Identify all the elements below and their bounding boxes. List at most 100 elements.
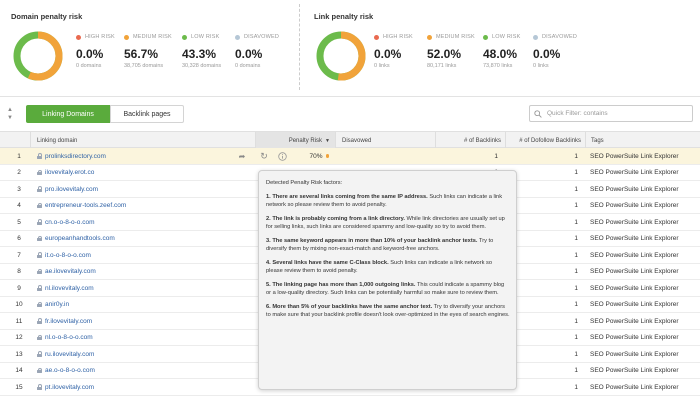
lock-icon [37,367,43,374]
tooltip-risk-factor: 1. There are several links coming from t… [266,194,503,208]
row-number: 13 [15,350,23,358]
metric-value: 56.7% [124,47,159,61]
linking-domain-cell[interactable]: prolinksdirectory.com [37,148,237,164]
lock-icon [37,169,43,176]
metric-count: 73,870 links [483,63,513,69]
tags-cell: SEO PowerSuite Link Explorer [590,317,679,325]
linking-domain-cell[interactable]: ilovevitaly.erot.co [37,165,237,181]
row-number: 11 [15,317,23,325]
metric-value: 0.0% [235,47,263,61]
linking-domain-cell[interactable]: pro.ilovevitaly.com [37,181,237,197]
tags-cell: SEO PowerSuite Link Explorer [590,169,679,176]
domain-penalty-risk-panel: Domain penalty risk HIGH RISK 0.0% 0 dom… [0,0,297,92]
linking-domain-cell[interactable]: fr.ilovevitaly.com [37,313,237,329]
search-icon [534,109,542,118]
low-risk-dot-icon [182,34,187,40]
share-arrow-icon[interactable]: ➦ [238,151,246,161]
linking-domain-cell[interactable]: cn.o-o-8-o-o.com [37,214,237,230]
linking-domain-cell[interactable]: pt.ilovevitaly.com [37,379,237,395]
row-number: 3 [17,185,21,193]
lock-icon [37,268,43,275]
metric-value: 43.3% [182,47,217,61]
column-header-linking-domain[interactable]: Linking domain [30,132,255,149]
dofollow-backlinks-cell: 1 [574,268,578,275]
row-number: 5 [17,218,21,226]
quick-filter[interactable] [529,105,693,122]
high-risk-dot-icon [374,34,379,40]
backlinks-cell: 1 [494,152,498,160]
column-header-penalty-risk[interactable]: Penalty Risk ▼ [255,132,335,149]
low-risk-dot-icon [483,34,488,40]
high-risk-dot-icon [76,34,81,40]
quick-filter-input[interactable] [547,110,687,117]
linking-domain-cell[interactable]: nl.ilovevitaly.com [37,280,237,296]
row-number: 10 [15,301,23,308]
lock-icon [37,235,43,242]
info-icon[interactable] [276,150,288,162]
dofollow-backlinks-cell: 1 [574,301,578,308]
tags-cell: SEO PowerSuite Link Explorer [590,334,679,341]
linking-domain-cell[interactable]: europeanhandtools.com [37,231,237,247]
penalty-risk-tooltip: Detected Penalty Risk factors: 1. There … [258,170,517,390]
metric-disavowed: DISAVOWED 0.0% 0 domains [235,34,295,69]
domain-penalty-risk-title: Domain penalty risk [11,12,83,21]
refresh-icon[interactable]: ↻ [260,150,268,161]
dofollow-backlinks-cell: 1 [574,185,578,193]
lock-icon [37,384,43,390]
column-header-tags[interactable]: Tags [585,132,700,149]
dofollow-backlinks-cell: 1 [574,334,578,341]
medium-risk-dot-icon [325,154,329,158]
row-number: 12 [15,334,23,341]
section-divider [0,96,700,97]
lock-icon [37,334,43,341]
disavowed-dot-icon [533,34,538,40]
metric-high-risk: HIGH RISK 0.0% 0 domains [76,34,136,69]
column-header-backlinks[interactable]: # of Backlinks [435,132,505,149]
linking-domain-cell[interactable]: nl.o-o-8-o-o.com [37,330,237,346]
lock-icon [37,318,43,324]
table-row[interactable]: 1 prolinksdirectory.com ➦ ↻ 70% 1 1 SEO PowerSu… [0,148,700,165]
linking-domain-cell[interactable]: ae.o-o-8-o-o.com [37,363,237,379]
tags-cell: SEO PowerSuite Link Explorer [590,251,679,259]
dofollow-backlinks-cell: 1 [574,251,578,259]
link-risk-donut-chart [316,31,366,81]
tab-backlink-pages[interactable]: Backlink pages [110,105,184,123]
tab-linking-domains[interactable]: Linking Domains [26,105,110,123]
lock-icon [37,351,43,357]
dofollow-backlinks-cell: 1 [574,317,578,325]
domain-risk-donut-chart [13,31,63,81]
column-header-disavowed[interactable]: Disavowed [335,132,435,149]
lock-icon [37,285,43,291]
linking-domain-cell[interactable]: anir0y.in [37,297,237,313]
linking-domain-cell[interactable]: it.o-o-8-o-o.com [37,247,237,263]
linking-domain-cell[interactable]: ae.ilovevitaly.com [37,264,237,280]
dofollow-backlinks-cell: 1 [574,350,578,358]
metric-value: 0.0% [533,47,561,61]
row-number: 9 [17,284,21,292]
sort-arrows-icon[interactable]: ▲ ▼ [7,107,13,121]
tooltip-risk-factor: 5. The linking page has more than 1,000 … [266,282,505,296]
dofollow-backlinks-cell: 1 [574,169,578,176]
dofollow-backlinks-cell: 1 [574,367,578,374]
metric-value: 52.0% [427,47,462,61]
tags-cell: SEO PowerSuite Link Explorer [590,185,679,193]
metric-count: 30,328 domains [182,63,222,69]
medium-risk-dot-icon [124,34,129,40]
panel-divider [299,4,300,90]
linking-domain-cell[interactable]: entrepreneur-tools.zeef.com [37,198,237,214]
tags-cell: SEO PowerSuite Link Explorer [590,383,679,391]
metric-count: 38,705 domains [124,63,164,69]
tooltip-risk-factor: 3. The same keyword appears in more than… [266,238,494,252]
row-number: 2 [17,169,21,176]
dofollow-backlinks-cell: 1 [574,202,578,209]
row-number: 15 [15,383,23,391]
linking-domain-cell[interactable]: ru.ilovevitaly.com [37,346,237,362]
metric-disavowed: DISAVOWED 0.0% 0 links [533,34,593,69]
metric-value: 0.0% [374,47,402,61]
column-header-dofollow-backlinks[interactable]: # of Dofollow Backlinks [505,132,585,149]
metric-medium-risk: MEDIUM RISK 56.7% 38,705 domains [124,34,184,69]
tags-cell: SEO PowerSuite Link Explorer [590,152,679,160]
medium-risk-dot-icon [427,34,432,40]
row-number: 8 [17,268,21,275]
metric-high-risk: HIGH RISK 0.0% 0 links [374,34,434,69]
